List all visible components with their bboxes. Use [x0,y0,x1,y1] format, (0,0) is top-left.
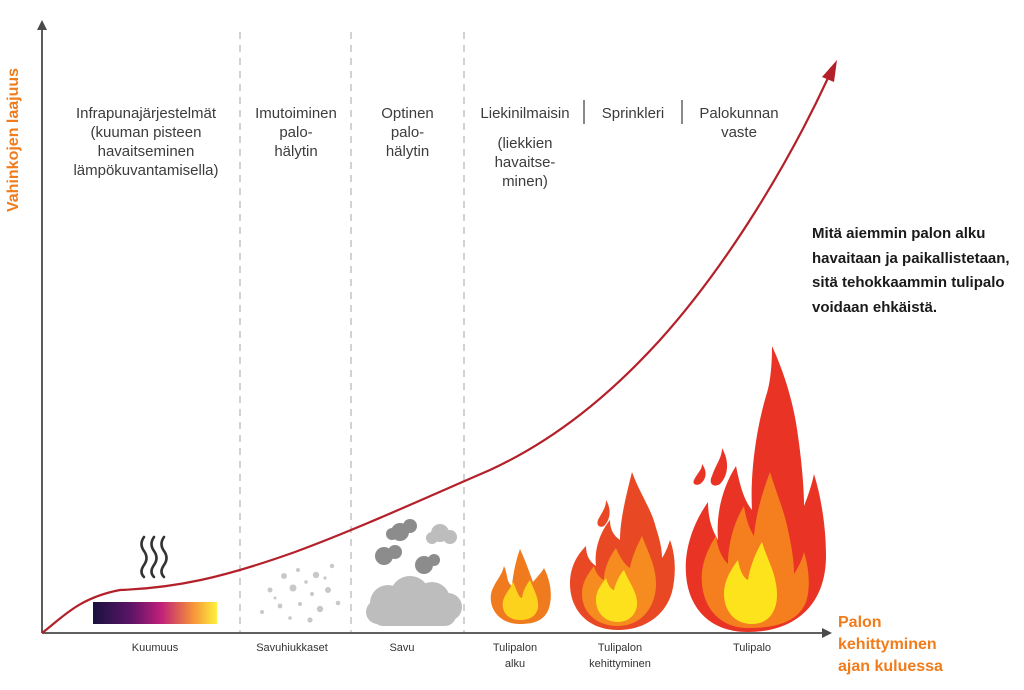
fire-brigade-label: Palokunnan vaste [699,105,779,141]
smoke-particles-icon [260,563,341,623]
stage-label-smoke: Savu [389,642,415,654]
aspirating-detector-label: Imutoiminen palo- hälytin [255,105,337,160]
large-flame-icon [685,346,826,632]
optical-detector-label: Optinen palo- hälytin [381,105,434,160]
explanatory-note: Mitä aiemmin palon alku havaitaan ja pai… [812,225,1010,316]
heat-gradient-icon [93,602,217,624]
x-axis-label: Palon kehittyminen ajan kuluessa [838,612,978,678]
stage-dividers [239,32,683,632]
sprinkler-label: Sprinkleri [601,105,665,122]
x-axis-label-line: ajan kuluessa [838,658,943,675]
infrared-systems-label: Infrapunajärjestelmät (kuuman pisteen ha… [73,105,219,179]
x-axis-label-line: kehittyminen [838,636,937,653]
x-axis-label-line: Palon [838,614,882,631]
stage-label-smoke-particles: Savuhiukkaset [256,642,328,654]
heat-waves-icon [140,535,168,579]
smoke-cloud-icon [366,519,462,626]
y-axis-label: Vahinkojen laajuus [5,67,22,212]
flame-detector-label: Liekinilmaisin [480,105,570,122]
medium-flame-icon [570,472,675,630]
small-flame-icon [490,549,551,624]
damage-curve-arrowhead [822,60,837,82]
damage-curve [41,77,829,634]
stage-label-fire-development: Tulipalon kehittyminen [589,642,651,670]
flame-detection-note: (liekkien havaitse- minen) [494,135,556,190]
stage-label-fire: Tulipalo [732,642,772,654]
stage-label-heat: Kuumuus [131,642,179,654]
stage-label-fire-start: Tulipalon alku [492,642,538,670]
